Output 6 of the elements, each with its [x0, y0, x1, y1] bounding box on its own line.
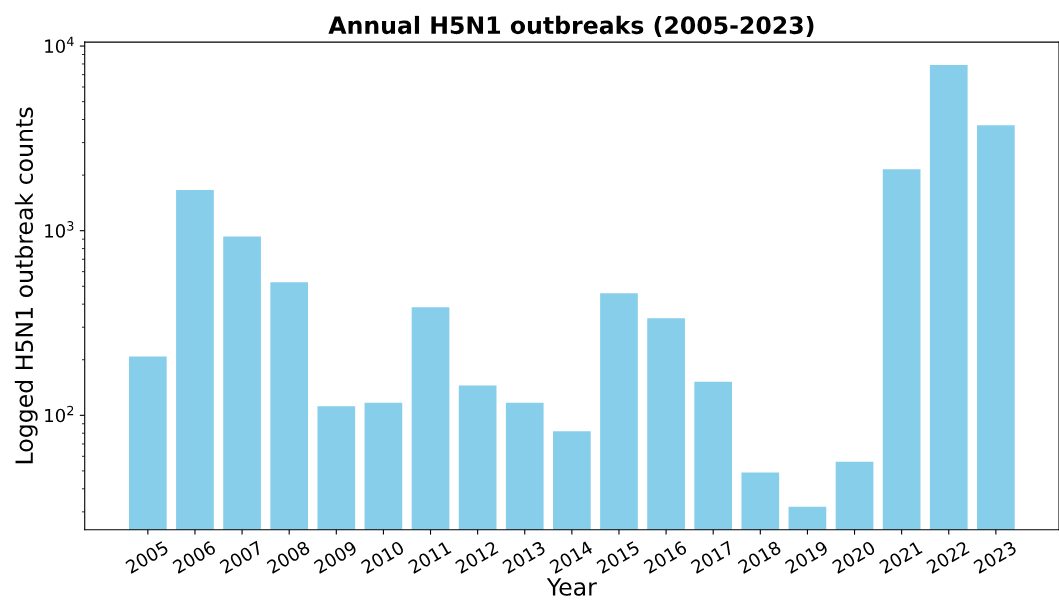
y-axis-title: Logged H5N1 outbreak counts [14, 107, 38, 464]
y-tick-label: 10$^{4}$ [45, 36, 74, 54]
x-axis-title: Year [546, 578, 597, 596]
y-tick-label: 10$^{3}$ [45, 221, 74, 238]
chart-title: Annual H5N1 outbreaks (2005-2023) [328, 15, 814, 37]
y-tick-label: 10$^{2}$ [45, 405, 74, 423]
